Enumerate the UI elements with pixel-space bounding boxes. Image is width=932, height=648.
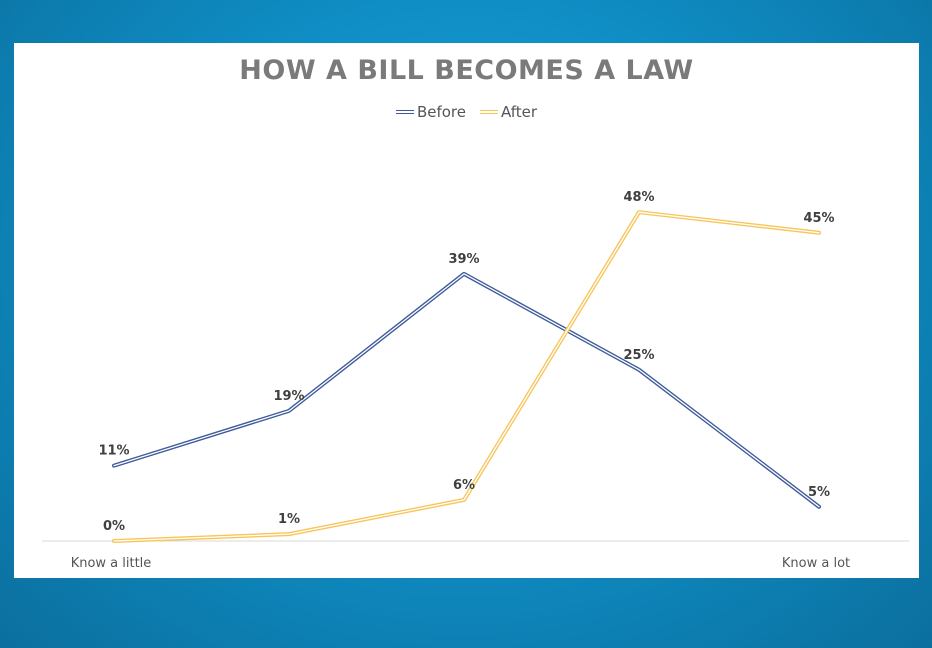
legend-item-after: After <box>480 103 537 121</box>
legend-label-before: Before <box>416 103 466 121</box>
data-label-after: 6% <box>453 478 475 493</box>
series-line-before <box>112 271 821 509</box>
chart-title: HOW A BILL BECOMES A LAW <box>239 55 694 86</box>
x-tick-label: Know a little <box>71 556 152 571</box>
data-label-before: 39% <box>448 252 479 267</box>
data-label-after: 48% <box>623 190 654 205</box>
data-label-after: 0% <box>103 519 125 534</box>
legend-label-after: After <box>501 103 538 121</box>
data-label-before: 25% <box>623 348 654 363</box>
x-tick-label: Know a lot <box>782 556 850 571</box>
chart-card: HOW A BILL BECOMES A LAW Before After Kn… <box>14 43 919 578</box>
data-label-before: 11% <box>98 444 129 459</box>
line-chart-plot: Know a little Know a lot 11% 19% 39% 25% 5% 0% 1… <box>42 190 909 571</box>
data-label-before: 19% <box>273 389 304 404</box>
series-line-after <box>112 210 821 543</box>
data-label-after: 45% <box>803 211 834 226</box>
data-label-before: 5% <box>808 485 830 500</box>
chart-legend: Before After <box>14 103 919 121</box>
legend-item-before: Before <box>395 103 466 121</box>
legend-swatch-before <box>395 110 414 114</box>
legend-swatch-after <box>480 110 498 114</box>
data-label-after: 1% <box>278 512 300 527</box>
